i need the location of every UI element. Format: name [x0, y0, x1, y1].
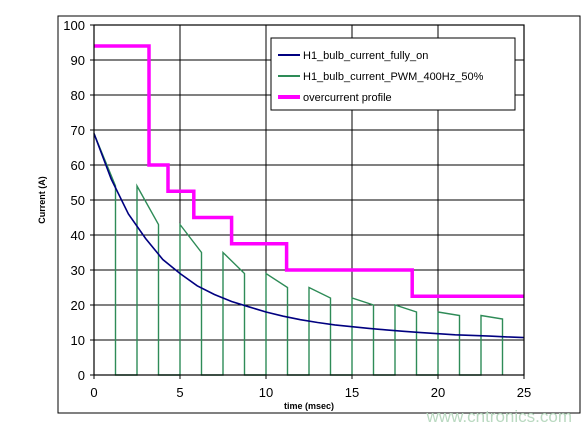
series-line-overcurrent	[94, 44, 524, 299]
y-tick-label: 70	[71, 123, 85, 138]
y-tick-label: 30	[71, 263, 85, 278]
watermark-text: www.cntronics.com	[426, 407, 572, 426]
y-tick-label: 20	[71, 298, 85, 313]
legend-label-overcurrent: overcurrent profile	[303, 92, 392, 104]
y-tick-label: 10	[71, 333, 85, 348]
x-tick-label: 25	[517, 385, 531, 400]
y-tick-label: 0	[78, 368, 85, 383]
x-tick-label: 10	[259, 385, 273, 400]
y-tick-label: 80	[71, 88, 85, 103]
legend-label-fully-on: H1_bulb_current_fully_on	[303, 50, 428, 62]
plot-border	[93, 24, 525, 376]
tick-labels: 0 10 20 30 40 50 60 70 80 90 100 0 5 10 15 20 25	[63, 18, 531, 400]
x-axis-title: time (msec)	[284, 401, 334, 411]
legend: H1_bulb_current_fully_on H1_bulb_current…	[270, 37, 516, 111]
x-tick-label: 20	[431, 385, 445, 400]
y-tick-label: 60	[71, 158, 85, 173]
y-tick-label: 50	[71, 193, 85, 208]
legend-label-pwm: H1_bulb_current_PWM_400Hz_50%	[303, 71, 484, 83]
x-tick-label: 5	[176, 385, 183, 400]
series-line-fully-on	[93, 133, 525, 339]
y-axis-title: Current (A)	[37, 176, 47, 224]
y-tick-label: 100	[63, 18, 85, 33]
x-tick-label: 15	[345, 385, 359, 400]
legend-box	[270, 37, 516, 111]
x-tick-label: 0	[90, 385, 97, 400]
y-tick-label: 90	[71, 53, 85, 68]
y-tick-label: 40	[71, 228, 85, 243]
